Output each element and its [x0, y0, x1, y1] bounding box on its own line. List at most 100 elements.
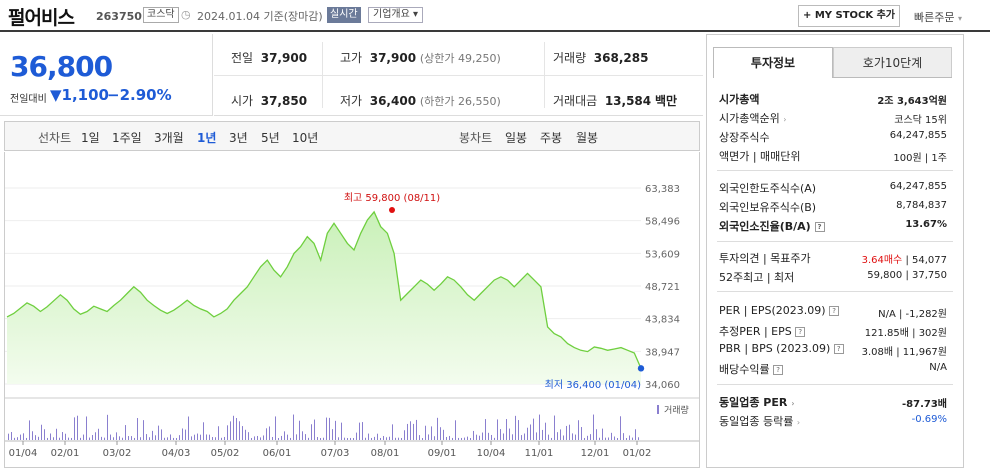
volume-bar — [29, 420, 30, 440]
volume-bar — [149, 437, 150, 440]
foreign-ratio-label: 외국인소진율(B/A) ? — [719, 218, 825, 234]
volume-bar — [383, 435, 384, 440]
volume-bar — [326, 417, 327, 440]
candle-chart-label: 봉차트 — [459, 131, 493, 145]
volume-bar — [299, 420, 300, 440]
tab-1w[interactable]: 1주일 — [112, 131, 142, 145]
volume-bar — [431, 426, 432, 440]
volume-bar — [260, 437, 261, 440]
help-icon[interactable]: ? — [773, 365, 784, 375]
volume-bar — [23, 433, 24, 440]
low-price: 저가 36,400 (하한가 26,550) — [340, 94, 501, 108]
industry-change-label: 동일업종 등락률 › — [719, 415, 801, 428]
volume-bar — [605, 437, 606, 440]
volume-bar — [365, 437, 366, 440]
volume-bar — [332, 429, 333, 440]
tab-3m[interactable]: 3개월 — [154, 131, 184, 145]
volume-bar — [317, 437, 318, 440]
price-chart: 63,383 58,496 53,609 48,721 43,834 38,947 34,0… — [5, 184, 699, 459]
volume-bar — [485, 419, 486, 440]
volume-bar — [290, 437, 291, 440]
price-box — [0, 34, 213, 116]
volume-bar — [455, 420, 456, 440]
x-tick-label: 03/02 — [103, 448, 132, 459]
help-icon[interactable]: ? — [833, 344, 844, 354]
volume-bar — [53, 437, 54, 440]
volume-bar — [284, 431, 285, 440]
realtime-badge[interactable]: 실시간 — [327, 7, 361, 23]
x-tick-label: 05/02 — [211, 448, 240, 459]
volume-bar — [368, 433, 369, 440]
tab-monthly[interactable]: 월봉 — [576, 131, 599, 145]
par-value-label: 액면가 | 매매단위 — [719, 150, 801, 163]
volume-bar — [152, 430, 153, 440]
opinion-value: 3.64매수 | 54,077 — [861, 255, 947, 266]
volume-bar — [137, 418, 138, 440]
volume-bar — [38, 436, 39, 440]
volume-bar — [395, 437, 396, 440]
volume-bar — [68, 437, 69, 440]
help-icon[interactable]: ? — [814, 222, 825, 232]
y-tick-label: 58,496 — [645, 217, 680, 228]
foreign-hold-value: 8,784,837 — [896, 200, 947, 211]
add-my-stock-button[interactable]: + MY STOCK 추가 — [798, 5, 900, 27]
industry-per-label: 동일업종 PER › — [719, 396, 795, 409]
tab-1d[interactable]: 1일 — [81, 131, 100, 145]
volume-bar — [98, 428, 99, 440]
volume-bar — [569, 424, 570, 440]
volume-bar — [26, 437, 27, 440]
volume-bar — [506, 419, 507, 440]
volume-bar — [542, 429, 543, 440]
volume-bar — [296, 434, 297, 440]
volume-bar — [410, 421, 411, 440]
tab-3y[interactable]: 3년 — [229, 131, 248, 145]
help-icon[interactable]: ? — [829, 306, 840, 316]
price-line — [6, 210, 642, 369]
high-annotation: 최고 59,800 (08/11) — [344, 192, 440, 204]
volume-bar — [257, 435, 258, 440]
price-change-pct: −2.90% — [107, 86, 172, 104]
industry-change-value: -0.69% — [911, 414, 947, 425]
volume-bar — [515, 415, 516, 440]
volume-bar — [59, 437, 60, 440]
chevron-right-icon: › — [783, 115, 787, 124]
volume-bar — [161, 429, 162, 440]
volume-bar — [356, 432, 357, 440]
chart-area: 63,383 58,496 53,609 48,721 43,834 38,947 34,0… — [4, 152, 700, 468]
volume-bar — [122, 437, 123, 440]
per-eps-value: N/A | -1,282원 — [878, 309, 947, 320]
week52-label: 52주최고 | 최저 — [719, 271, 795, 284]
dividend-value: N/A — [929, 362, 947, 373]
volume-bar — [353, 437, 354, 440]
tab-weekly[interactable]: 주봉 — [540, 131, 563, 145]
volume-bar — [467, 436, 468, 440]
stock-name: 펄어비스 — [8, 7, 75, 29]
volume-bar — [41, 424, 42, 440]
volume-bar — [155, 435, 156, 440]
as-of-date: 2024.01.04 기준(장마감) — [197, 10, 323, 23]
volume-bar — [338, 437, 339, 440]
corp-info-button[interactable]: 기업개요 ▾ — [368, 7, 424, 23]
tab-5y[interactable]: 5년 — [261, 131, 280, 145]
volume-bar — [518, 420, 519, 440]
tab-1y[interactable]: 1년 — [197, 131, 217, 145]
help-icon[interactable]: ? — [795, 327, 806, 337]
prev-close: 전일 37,900 — [231, 51, 308, 65]
x-tick-label: 01/02 — [623, 448, 652, 459]
volume-bar — [143, 420, 144, 440]
volume-bar — [530, 424, 531, 440]
tab-orderbook[interactable]: 호가10단계 — [833, 47, 952, 78]
volume-bar — [227, 425, 228, 440]
shares-value: 64,247,855 — [889, 130, 947, 141]
tab-daily[interactable]: 일봉 — [505, 131, 528, 145]
quick-order-button[interactable]: 빠른주문 ▾ — [914, 11, 962, 24]
tab-invest-info[interactable]: 투자정보 — [713, 47, 833, 78]
volume-bar — [14, 437, 15, 440]
volume-bar — [482, 432, 483, 440]
volume-bar — [626, 437, 627, 440]
volume-bar — [173, 437, 174, 440]
volume-bar — [509, 428, 510, 440]
y-tick-label: 48,721 — [645, 282, 680, 293]
tab-10y[interactable]: 10년 — [292, 131, 319, 145]
market-cap-rank-label: 시가총액순위 › — [719, 112, 787, 125]
